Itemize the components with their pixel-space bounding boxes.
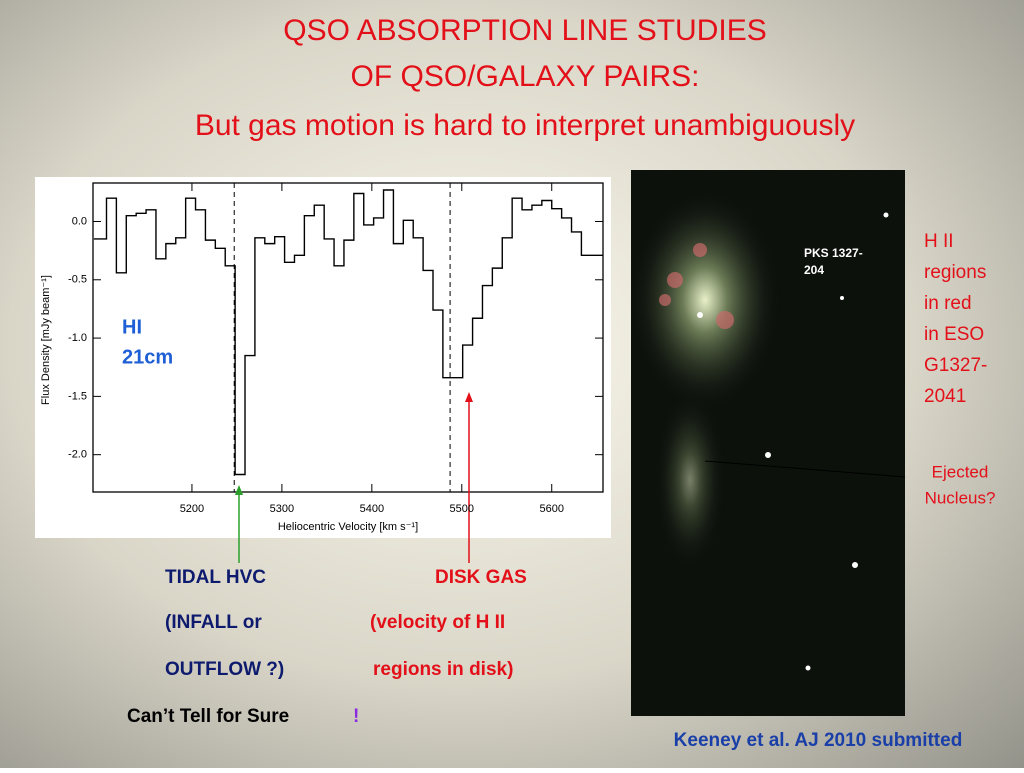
y-tick-label: -0.5 bbox=[68, 274, 87, 286]
citation: Keeney et al. AJ 2010 submitted bbox=[674, 730, 963, 751]
side-note: regions bbox=[924, 262, 986, 283]
galaxy bbox=[630, 190, 780, 410]
exclaim: ! bbox=[353, 706, 359, 727]
conclusion: Can’t Tell for Sure bbox=[127, 706, 289, 727]
galaxy bbox=[655, 390, 725, 570]
plot-frame bbox=[92, 182, 604, 493]
plot-panel bbox=[35, 177, 611, 538]
note: TIDAL HVC bbox=[165, 567, 266, 588]
y-tick-label: -1.5 bbox=[68, 390, 87, 402]
side-note: H II bbox=[924, 231, 954, 252]
panel-label: HI bbox=[122, 316, 142, 338]
side-note: in ESO bbox=[924, 324, 984, 345]
x-tick-label: 5300 bbox=[270, 503, 294, 515]
y-axis-label: Flux Density [mJy beam⁻¹] bbox=[40, 275, 52, 405]
note: regions in disk) bbox=[373, 659, 513, 680]
side-note: in red bbox=[924, 293, 972, 314]
note: DISK GAS bbox=[435, 567, 527, 588]
side-note: G1327- bbox=[924, 355, 987, 376]
y-tick-label: -1.0 bbox=[68, 332, 87, 344]
note: (INFALL or bbox=[165, 612, 262, 633]
ejected-note: Nucleus? bbox=[925, 488, 996, 507]
x-tick-label: 5500 bbox=[450, 503, 474, 515]
side-note: 2041 bbox=[924, 386, 966, 407]
panel-label: 21cm bbox=[122, 346, 173, 368]
y-tick-label: 0.0 bbox=[72, 215, 87, 227]
arrow-head bbox=[465, 392, 473, 402]
y-tick-label: -2.0 bbox=[68, 449, 87, 461]
x-tick-label: 5200 bbox=[180, 503, 204, 515]
x-tick-label: 5600 bbox=[539, 503, 563, 515]
ejected-note: Ejected bbox=[932, 462, 989, 481]
title: But gas motion is hard to interpret unam… bbox=[195, 109, 855, 142]
title: QSO ABSORPTION LINE STUDIES bbox=[283, 14, 766, 47]
title: OF QSO/GALAXY PAIRS: bbox=[351, 60, 700, 93]
spectrum-line bbox=[93, 189, 603, 476]
note: (velocity of H II bbox=[370, 612, 505, 633]
image-label: PKS 1327- bbox=[804, 246, 863, 260]
image-label: 204 bbox=[804, 263, 824, 277]
x-axis-label: Heliocentric Velocity [km s⁻¹] bbox=[278, 521, 418, 533]
note: OUTFLOW ?) bbox=[165, 659, 284, 680]
pointer bbox=[704, 460, 906, 478]
arrow-head bbox=[235, 485, 243, 495]
x-tick-label: 5400 bbox=[360, 503, 384, 515]
